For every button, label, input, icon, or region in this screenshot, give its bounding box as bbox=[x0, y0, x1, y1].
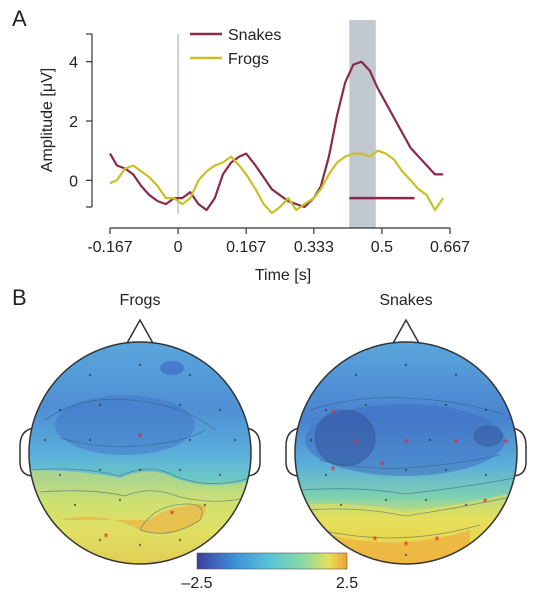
significant-electrodes: * * * * * * * * * * * bbox=[330, 406, 508, 553]
electrode-dots bbox=[309, 363, 488, 557]
nose bbox=[391, 318, 421, 346]
significant-electrodes: * * * bbox=[103, 430, 174, 545]
svg-text:*: * bbox=[137, 430, 142, 445]
panel-a-plot: 0 2 4 Amplitude [μV] -0.167 0 0.167 0.333 0.5 0.6… bbox=[39, 20, 470, 284]
series-line-frogs bbox=[109, 149, 445, 215]
svg-text:*: * bbox=[330, 406, 335, 421]
series-line-snakes bbox=[109, 60, 444, 212]
y-tick-label: 4 bbox=[69, 55, 78, 72]
svg-text:*: * bbox=[403, 436, 408, 451]
svg-text:*: * bbox=[372, 533, 377, 548]
x-tick-label: 0.5 bbox=[371, 239, 393, 256]
panel-label-a: A bbox=[12, 6, 27, 31]
svg-text:*: * bbox=[434, 533, 439, 548]
x-tick-label: 0.333 bbox=[294, 239, 334, 256]
head-outline bbox=[28, 341, 252, 565]
head-outline bbox=[294, 341, 518, 565]
topomap-title-frogs: Frogs bbox=[120, 292, 161, 309]
panel-label-b: B bbox=[12, 285, 27, 310]
x-tick-label: 0.167 bbox=[226, 239, 266, 256]
colorbar-min-label: –2.5 bbox=[181, 575, 212, 592]
legend-label-frogs: Frogs bbox=[228, 51, 269, 68]
y-axis-label: Amplitude [μV] bbox=[39, 68, 56, 172]
x-tick-label: 0.667 bbox=[430, 239, 470, 256]
highlight-window bbox=[349, 20, 376, 228]
topomap-title-snakes: Snakes bbox=[379, 292, 432, 309]
nose bbox=[125, 318, 155, 346]
svg-text:*: * bbox=[403, 538, 408, 553]
svg-text:*: * bbox=[169, 507, 174, 522]
x-tick-label: 0 bbox=[174, 239, 183, 256]
svg-text:*: * bbox=[379, 458, 384, 473]
x-axis-label: Time [s] bbox=[255, 267, 311, 284]
x-tick-label: -0.167 bbox=[87, 239, 132, 256]
svg-text:*: * bbox=[482, 495, 487, 510]
legend-label-snakes: Snakes bbox=[228, 27, 281, 44]
svg-text:*: * bbox=[353, 436, 358, 451]
y-tick-label: 0 bbox=[69, 173, 78, 190]
electrode-dots bbox=[43, 363, 237, 547]
topomap-frogs: * * * Frogs bbox=[19, 292, 261, 565]
colorbar: –2.5 2.5 bbox=[181, 552, 358, 592]
colorbar-gradient bbox=[196, 552, 348, 570]
topomap-snakes: * * * * * * * * * * * Snakes bbox=[285, 292, 527, 565]
y-tick-label: 2 bbox=[69, 114, 78, 131]
svg-text:*: * bbox=[330, 463, 335, 478]
colorbar-max-label: 2.5 bbox=[336, 575, 358, 592]
svg-text:*: * bbox=[103, 530, 108, 545]
svg-text:*: * bbox=[503, 436, 508, 451]
svg-text:*: * bbox=[453, 436, 458, 451]
